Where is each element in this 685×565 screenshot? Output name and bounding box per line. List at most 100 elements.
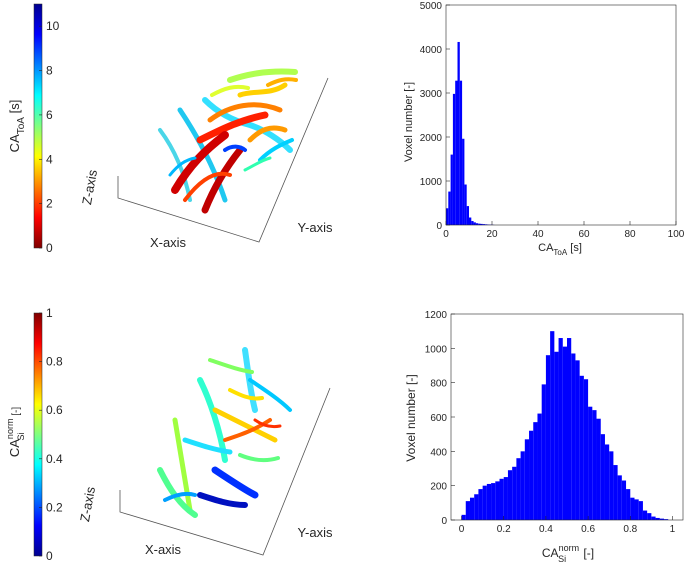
colorbar-tick-label: 0.4	[46, 452, 63, 466]
bottom-colorbar-ticks: 0 0.2 0.4 0.6 0.8 1	[39, 306, 63, 563]
histogram-bar	[462, 138, 465, 225]
x-tick-label: 0.8	[623, 524, 637, 535]
histogram-bar	[600, 434, 605, 520]
histogram-bar	[558, 338, 563, 520]
y-tick-label: 0	[436, 221, 442, 232]
histogram-bar	[473, 222, 476, 225]
histogram-bar	[465, 501, 470, 520]
histogram-bar	[664, 519, 669, 520]
bottom-3d-panel: 0 0.2 0.4 0.6 0.8 1 CAnormSi [-] Z-axis X-axi…	[5, 306, 333, 563]
y-tick-label: 800	[430, 379, 447, 390]
histogram-bar	[482, 224, 486, 225]
bottom-y-axis-label: Y-axis	[298, 525, 333, 540]
colorbar-tick-label: 1	[46, 306, 53, 320]
x-tick-label: 100	[668, 229, 685, 240]
histogram-bar	[567, 338, 572, 520]
histogram-bar	[512, 466, 517, 520]
top-3d-panel: 0 2 4 6 8 10 CAToA [s] Z-axis X-axis Y-axis	[7, 3, 333, 255]
y-tick-label: 1000	[420, 177, 443, 188]
histogram-toa-ylabel: Voxel number [-]	[403, 82, 415, 162]
x-tick-label: 80	[624, 229, 636, 240]
histogram-bar	[450, 154, 453, 225]
histogram-bar	[457, 41, 460, 226]
histogram-bar	[486, 483, 492, 520]
histogram-bar	[647, 513, 652, 520]
histogram-bar	[478, 489, 483, 520]
histogram-bar	[452, 93, 456, 225]
histogram-bar	[471, 221, 474, 225]
top-z-axis-label: Z-axis	[79, 168, 100, 206]
histogram-bar	[588, 406, 593, 520]
histogram-bar	[537, 413, 542, 520]
histogram-bar	[469, 217, 472, 225]
histogram-bar	[478, 223, 481, 225]
histogram-bar	[516, 458, 521, 520]
bottom-vessel-cloud	[157, 347, 292, 518]
y-tick-label: 1000	[425, 344, 448, 355]
histogram-bar	[448, 191, 451, 225]
histogram-toa-bars	[446, 41, 495, 226]
colorbar-tick-label: 0.8	[46, 355, 63, 369]
histogram-bar	[604, 444, 610, 520]
histogram-bar	[621, 480, 627, 520]
histogram-bar	[524, 439, 530, 520]
histogram-bar	[617, 475, 622, 520]
histogram-bar	[520, 451, 525, 520]
top-colorbar-label: CAToA [s]	[7, 100, 27, 153]
histogram-toa-xlabel: CAToA [s]	[538, 242, 582, 257]
histogram-bar	[613, 465, 618, 520]
histogram-bar	[491, 483, 496, 520]
histogram-bar	[455, 80, 458, 226]
colorbar-tick-label: 0.6	[46, 403, 63, 417]
plot-frame	[445, 4, 677, 226]
histogram-bar	[651, 516, 656, 520]
colorbar-tick-label: 0.2	[46, 500, 63, 514]
top-y-axis-label: Y-axis	[298, 220, 333, 235]
y-tick-label: 0	[441, 516, 447, 527]
histogram-bar	[655, 517, 660, 520]
bottom-colorbar	[33, 312, 43, 557]
histogram-bar	[480, 223, 483, 225]
histogram-bar	[626, 489, 631, 520]
x-tick-label: 60	[578, 229, 590, 240]
histogram-bar	[596, 418, 601, 520]
histogram-bar	[575, 360, 580, 520]
histogram-si-bars	[461, 331, 669, 520]
histogram-bar	[461, 514, 466, 520]
histogram-bar	[659, 518, 665, 520]
y-tick-label: 1200	[425, 310, 448, 321]
x-tick-label: 20	[486, 229, 498, 240]
histogram-bar	[482, 485, 487, 520]
colorbar-tick-label: 8	[46, 64, 53, 78]
colorbar-tick-label: 4	[46, 152, 53, 166]
histogram-bar	[562, 346, 567, 520]
y-tick-label: 4000	[420, 45, 443, 56]
top-colorbar	[33, 3, 43, 249]
top-3d-box	[117, 77, 329, 243]
x-tick-label: 0	[459, 524, 465, 535]
bottom-x-axis-label: X-axis	[145, 542, 182, 557]
histogram-bar	[583, 379, 589, 520]
histogram-si-ylabel: Voxel number [-]	[404, 374, 418, 461]
y-tick-label: 5000	[420, 1, 443, 12]
histogram-bar	[545, 355, 551, 520]
histogram-bar	[459, 80, 463, 226]
x-tick-label: 0	[443, 229, 449, 240]
histogram-bar	[609, 451, 614, 520]
y-tick-label: 200	[430, 482, 447, 493]
x-tick-label: 0.2	[497, 524, 511, 535]
histogram-bar	[466, 206, 469, 225]
histogram-bar	[554, 351, 559, 520]
histogram-si-xlabel: CAnorm Si [-]	[542, 543, 594, 564]
bottom-z-axis-label: Z-axis	[77, 485, 98, 523]
histogram-bar	[475, 223, 479, 225]
histogram-bar	[464, 184, 467, 225]
y-tick-label: 2000	[420, 133, 443, 144]
histogram-bar	[533, 422, 538, 520]
histogram-bar	[529, 430, 534, 520]
histogram-si: 0 0.2 0.4 0.6 0.8 1 0 200 400 600 800 1000 1200 Voxe…	[404, 310, 684, 564]
x-tick-label: 40	[532, 229, 544, 240]
x-tick-label: 0.6	[581, 524, 595, 535]
